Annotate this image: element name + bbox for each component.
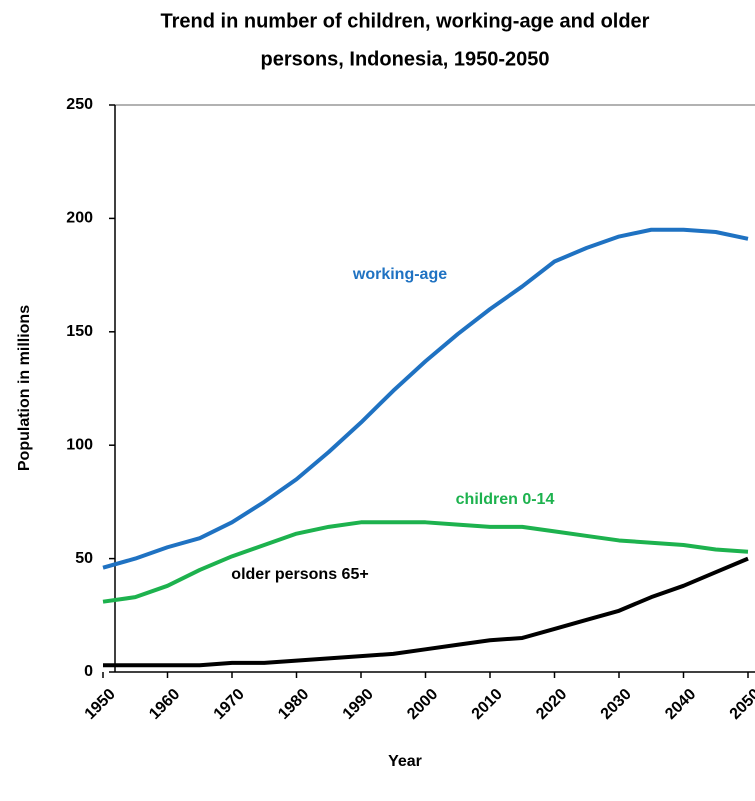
data-line xyxy=(102,520,749,604)
y-tick-label: 200 xyxy=(66,210,93,227)
data-line xyxy=(102,227,749,570)
x-tick-label: 2020 xyxy=(533,686,570,723)
series-label: working-age xyxy=(352,266,447,283)
x-tick-label: 1990 xyxy=(340,686,377,723)
x-axis-label: Year xyxy=(388,753,422,770)
x-tick-label: 2050 xyxy=(727,686,755,723)
x-tick-label: 2030 xyxy=(598,686,635,723)
x-tick-label: 2010 xyxy=(469,686,506,723)
x-tick-label: 1950 xyxy=(82,686,119,723)
x-tick-label: 1970 xyxy=(211,686,248,723)
y-tick-label: 250 xyxy=(66,96,93,113)
x-tick-label: 1980 xyxy=(275,686,312,723)
data-line xyxy=(103,556,749,668)
chart-title: persons, Indonesia, 1950-2050 xyxy=(260,48,549,70)
y-axis-label: Population in millions xyxy=(16,305,33,471)
series-label: older persons 65+ xyxy=(231,566,368,583)
y-tick-label: 100 xyxy=(66,436,93,453)
y-tick-label: 0 xyxy=(84,663,93,680)
x-tick-label: 1960 xyxy=(146,686,183,723)
series-label: children 0-14 xyxy=(456,491,555,508)
x-tick-label: 2000 xyxy=(404,686,441,723)
y-tick-label: 150 xyxy=(66,323,93,340)
x-tick-label: 2040 xyxy=(662,686,699,723)
y-tick-label: 50 xyxy=(75,550,93,567)
chart-title: Trend in number of children, working-age… xyxy=(161,10,650,32)
